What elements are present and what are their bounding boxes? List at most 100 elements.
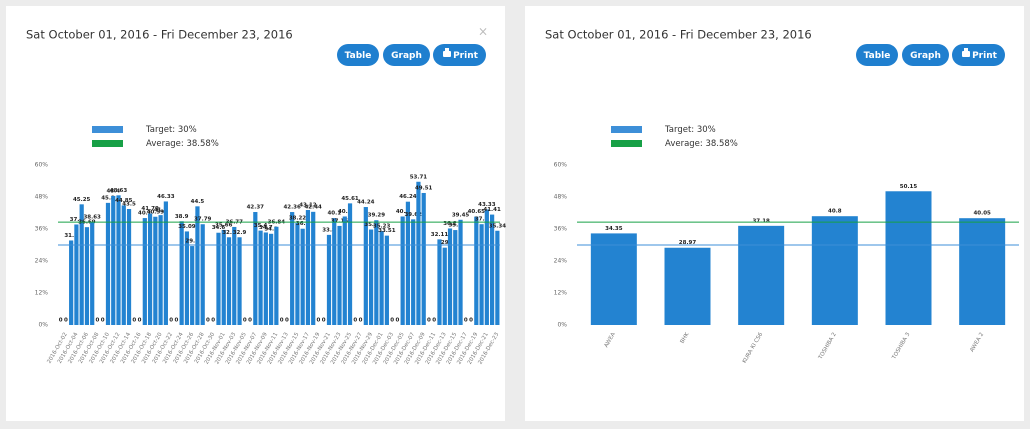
bar [90,221,95,325]
bar [121,205,126,325]
button[interactable] [337,44,379,66]
bar [379,231,384,325]
value-label: 0 [322,318,326,324]
bar [305,210,311,325]
bar [332,218,337,325]
bar [347,203,353,325]
y-tick-label: 60% [554,162,568,169]
button[interactable] [902,44,949,66]
y-tick-label: 36% [554,226,568,233]
bar [195,206,200,325]
bar [158,215,163,325]
bar [458,219,463,325]
value-label: 40.1 [327,211,341,217]
value-label: 0 [96,318,100,324]
value-label: 40.8 [828,209,842,215]
legend-swatch [611,126,642,133]
bar [269,233,274,325]
value-label: 37.7 [70,217,84,223]
value-label: 50.15 [900,184,918,190]
button-label[interactable]: Graph [910,51,941,61]
bar [190,246,195,325]
value-label: 0 [317,318,321,324]
bar [405,201,411,325]
button-label[interactable]: Print [453,51,479,61]
button[interactable] [383,44,430,66]
value-label: 36.2 [443,221,457,227]
value-label: 44.5 [191,199,205,205]
value-label: 45.8 [101,195,115,201]
bar [221,229,226,325]
value-label: 42.37 [247,205,265,211]
value-label: 39.45 [452,212,470,218]
value-label: 49.51 [415,185,433,191]
value-label: 35.09 [178,224,196,230]
bar [400,216,405,325]
value-label: 40.05 [973,211,991,217]
value-label: 37.79 [194,217,212,223]
value-label: 38.9 [175,214,189,220]
value-label: 44.24 [357,200,375,206]
bar [258,230,263,325]
printer-icon [443,51,451,57]
value-label: 32.9 [233,230,247,236]
legend-swatch [611,140,642,147]
value-label: 0 [243,318,247,324]
button[interactable] [856,44,898,66]
bar [232,226,237,325]
y-tick-label: 48% [554,194,568,201]
button-label[interactable]: Print [972,51,998,61]
value-label: 43.12 [299,203,317,209]
printer-icon [445,48,449,51]
value-label: 0 [59,318,63,324]
value-label: 0 [432,318,436,324]
bar [295,223,300,325]
bar [811,216,858,325]
legend-swatch [92,126,123,133]
value-label: 40.1 [138,211,152,217]
bar [368,229,374,325]
bar [363,207,368,325]
value-label: 37.18 [752,218,770,224]
bar [184,231,190,325]
value-label: 46.33 [157,194,175,200]
legend-swatch [92,140,123,147]
value-label: 40.65 [468,209,486,215]
value-label: 0 [132,318,136,324]
value-label: 35.23 [373,224,391,230]
value-label: 42.36 [283,205,301,211]
value-label: 0 [469,318,473,324]
printer-icon [962,51,970,57]
y-tick-label: 24% [554,258,568,265]
bar [147,213,153,325]
value-label: 0 [211,318,215,324]
y-tick-label: 12% [554,290,568,297]
button-label[interactable]: Table [864,51,891,61]
bar [226,237,232,325]
bar [416,181,421,325]
bar [959,218,1006,325]
y-tick-label: 24% [35,258,49,265]
value-label: 34.7 [259,225,273,231]
button-label[interactable]: Table [345,51,372,61]
close-button[interactable]: × [478,25,488,39]
bar [111,195,116,325]
value-label: 0 [395,318,399,324]
value-label: 48.63 [110,188,128,194]
x-tick-label: BHK [680,331,691,344]
value-label: 45.25 [73,197,91,203]
value-label: 0 [464,318,468,324]
bar [153,216,158,325]
bar [411,219,416,325]
value-label: 35.34 [489,223,507,229]
button-label[interactable]: Graph [391,51,422,61]
value-label: 43.5 [122,202,136,208]
bar [179,221,184,325]
value-label: 31.7 [64,233,78,239]
bar [84,227,90,325]
value-label: 0 [169,318,173,324]
value-label: 34.2 [264,226,278,232]
value-label: 39.29 [368,213,386,219]
bar [311,211,316,325]
bar [738,225,785,325]
